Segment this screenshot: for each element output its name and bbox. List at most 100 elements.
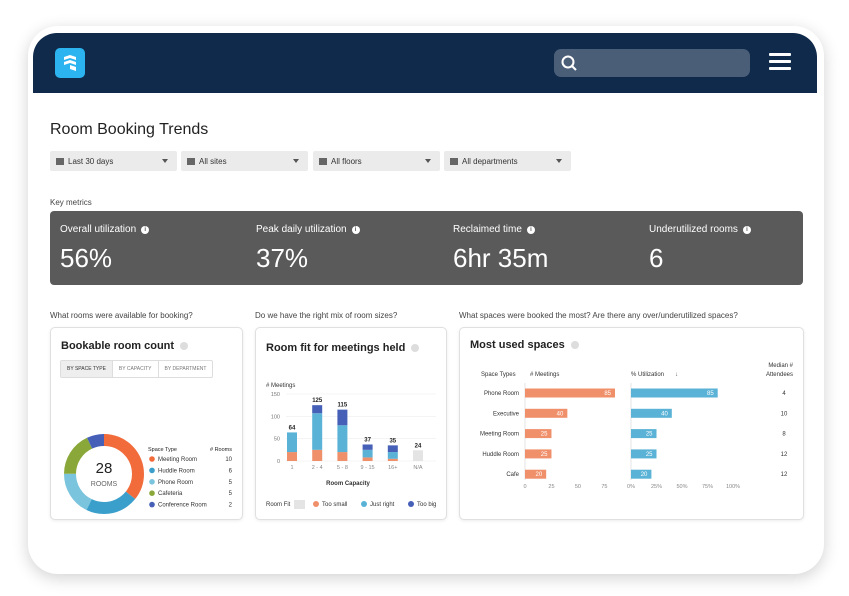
utilization-bar[interactable] bbox=[631, 388, 718, 398]
chevron-down-icon bbox=[556, 159, 562, 163]
legend-dot bbox=[149, 479, 155, 485]
top-navbar bbox=[33, 33, 817, 93]
bar-segment[interactable] bbox=[387, 458, 398, 461]
y-axis-label: # Meetings bbox=[266, 383, 295, 389]
bar-segment[interactable] bbox=[413, 450, 423, 461]
filter-sites[interactable]: All sites bbox=[181, 151, 308, 171]
header-median: Median # bbox=[768, 363, 793, 369]
app-logo-icon[interactable] bbox=[55, 48, 85, 78]
legend-space-type: Cafeteria bbox=[158, 491, 183, 497]
filter-date-range[interactable]: Last 30 days bbox=[50, 151, 177, 171]
median-attendees-value: 10 bbox=[781, 411, 788, 417]
tab-by-space-type[interactable]: BY SPACE TYPE bbox=[61, 361, 113, 377]
x-tick-label: 9 - 15 bbox=[361, 465, 375, 471]
bar-segment[interactable] bbox=[312, 413, 323, 450]
meetings-bar[interactable] bbox=[525, 449, 552, 459]
bar-segment[interactable] bbox=[337, 425, 348, 453]
legend-dot bbox=[149, 456, 155, 462]
legend-too-small: Too small bbox=[322, 502, 347, 508]
bar-segment[interactable] bbox=[362, 449, 373, 458]
metric-value: 56% bbox=[60, 243, 113, 273]
utilization-value: 40 bbox=[661, 411, 668, 417]
filter-departments-label: All departments bbox=[462, 156, 518, 166]
info-icon[interactable]: i bbox=[141, 225, 150, 234]
filter-floors-label: All floors bbox=[331, 156, 362, 166]
meetings-tick-label: 75 bbox=[601, 484, 607, 490]
info-icon[interactable]: i bbox=[742, 225, 751, 234]
chevron-down-icon bbox=[293, 159, 299, 163]
median-attendees-value: 4 bbox=[782, 391, 786, 397]
header-median-attendees: Attendees bbox=[766, 372, 793, 378]
meetings-bar[interactable] bbox=[525, 388, 615, 398]
legend-swatch-too-small bbox=[313, 501, 319, 507]
donut-slice[interactable] bbox=[64, 434, 144, 514]
info-icon[interactable] bbox=[570, 341, 579, 349]
donut-slice[interactable] bbox=[64, 434, 144, 514]
meetings-value: 85 bbox=[604, 391, 611, 397]
bar-segment[interactable] bbox=[312, 405, 323, 414]
hamburger-menu-icon[interactable] bbox=[769, 53, 791, 71]
header-space-types: Space Types bbox=[481, 372, 516, 378]
utilization-value: 85 bbox=[707, 391, 714, 397]
y-tick-label: 150 bbox=[271, 392, 280, 398]
legend-header-type: Space Type bbox=[148, 447, 177, 453]
search-input[interactable] bbox=[554, 49, 750, 77]
tab-by-department[interactable]: BY DEPARTMENT bbox=[164, 366, 207, 372]
meetings-tick-label: 25 bbox=[548, 484, 554, 490]
meetings-bar[interactable] bbox=[525, 429, 552, 439]
x-axis-label: Room Capacity bbox=[326, 481, 370, 487]
info-icon[interactable] bbox=[411, 344, 420, 352]
legend-room-count: 2 bbox=[229, 503, 233, 509]
bar-segment[interactable] bbox=[287, 452, 297, 461]
info-icon[interactable] bbox=[180, 342, 189, 350]
info-icon[interactable]: i bbox=[351, 225, 360, 234]
sort-down-icon[interactable]: ↓ bbox=[675, 372, 678, 378]
bar-segment[interactable] bbox=[337, 452, 348, 461]
meetings-value: 25 bbox=[541, 432, 548, 438]
utilization-bar[interactable] bbox=[631, 429, 657, 439]
segmented-control: BY SPACE TYPE BY CAPACITY BY DEPARTMENT bbox=[60, 360, 214, 378]
donut-slice[interactable] bbox=[64, 434, 144, 514]
utilization-bar[interactable] bbox=[631, 408, 672, 418]
utilization-bar[interactable] bbox=[631, 449, 657, 459]
calendar-icon bbox=[56, 157, 64, 165]
meetings-value: 40 bbox=[557, 411, 564, 417]
x-tick-label: 1 bbox=[290, 465, 293, 471]
tab-by-capacity[interactable]: BY CAPACITY bbox=[113, 361, 159, 377]
header-meetings: # Meetings bbox=[530, 372, 559, 378]
utilization-tick-label: 50% bbox=[676, 484, 687, 490]
tag-icon bbox=[450, 157, 458, 165]
bar-segment[interactable] bbox=[362, 457, 373, 461]
utilization-value: 25 bbox=[646, 452, 653, 458]
page-title: Room Booking Trends bbox=[50, 121, 209, 138]
key-metrics-panel: Overall utilization i 56% Peak daily util… bbox=[50, 211, 803, 285]
metric-label: Underutilized rooms bbox=[649, 224, 738, 235]
bar-segment[interactable] bbox=[287, 432, 297, 453]
legend-space-type: Meeting Room bbox=[158, 457, 197, 463]
legend-room-count: 5 bbox=[229, 491, 233, 497]
meetings-bar[interactable] bbox=[525, 408, 568, 418]
bar-segment[interactable] bbox=[387, 452, 398, 459]
metric-value: 6 bbox=[649, 243, 664, 273]
legend-dot bbox=[149, 501, 155, 508]
bar-segment[interactable] bbox=[387, 445, 398, 453]
y-tick-label: 100 bbox=[271, 414, 280, 420]
space-type-label: Meeting Room bbox=[480, 432, 519, 438]
building-icon bbox=[187, 157, 195, 165]
filter-date-label: Last 30 days bbox=[68, 156, 114, 166]
metric-value: 6hr 35m bbox=[453, 243, 549, 273]
metric-reclaimed-time: Reclaimed time i 6hr 35m bbox=[453, 224, 548, 274]
utilization-bar[interactable] bbox=[631, 469, 652, 479]
metric-overall-utilization: Overall utilization i 56% bbox=[60, 224, 150, 274]
bar-segment[interactable] bbox=[337, 409, 348, 426]
bar-segment[interactable] bbox=[362, 444, 373, 450]
legend-swatch-just-right bbox=[361, 501, 367, 507]
info-icon[interactable]: i bbox=[526, 225, 535, 234]
space-type-label: Cafe bbox=[506, 472, 519, 478]
filter-floors[interactable]: All floors bbox=[313, 151, 440, 171]
bar-segment[interactable] bbox=[312, 449, 323, 461]
filter-departments[interactable]: All departments bbox=[444, 151, 571, 171]
median-attendees-value: 8 bbox=[782, 432, 786, 438]
meetings-bar[interactable] bbox=[525, 469, 547, 479]
question-rooms-available: What rooms were available for booking? bbox=[50, 311, 193, 320]
